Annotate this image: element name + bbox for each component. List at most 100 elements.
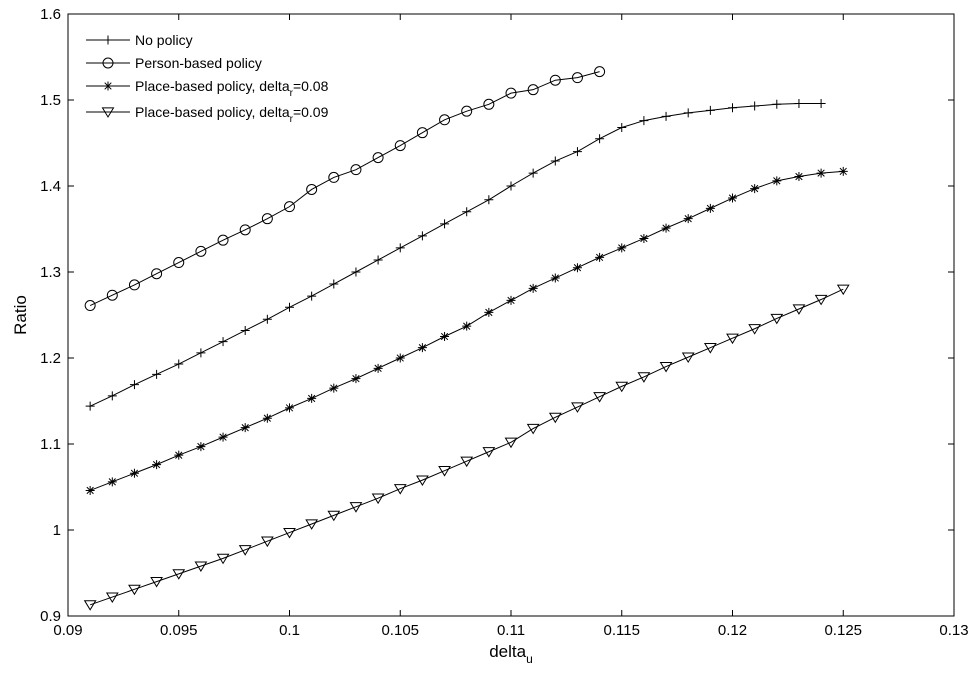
data-point-plus xyxy=(329,279,339,289)
legend: No policy Person-based policy Place-based … xyxy=(86,32,329,125)
data-point-plus xyxy=(440,219,450,229)
data-point-plus xyxy=(772,99,782,109)
series-place-based-policy-delta-r-0-09 xyxy=(83,284,850,611)
data-point-plus xyxy=(816,98,826,108)
plot-area xyxy=(67,13,955,617)
data-point-star xyxy=(262,413,272,423)
data-point-triangle-down xyxy=(615,381,629,393)
data-point-star xyxy=(417,343,427,353)
legend-item: Person-based policy xyxy=(86,55,262,71)
data-point-plus xyxy=(351,267,361,277)
data-point-triangle-down xyxy=(504,437,518,449)
data-point-star xyxy=(794,172,804,182)
data-point-circle xyxy=(306,183,318,195)
data-point-plus xyxy=(617,123,627,133)
data-point-circle xyxy=(106,289,118,301)
data-point-star xyxy=(218,432,228,442)
data-point-circle xyxy=(128,279,140,291)
series-layer xyxy=(83,66,850,611)
y-tick-label: 1.1 xyxy=(40,436,61,453)
x-tick-label: 0.105 xyxy=(381,622,419,639)
data-point-star xyxy=(462,321,472,331)
x-tick-label: 0.095 xyxy=(160,622,198,639)
data-point-circle xyxy=(483,98,495,110)
data-point-circle xyxy=(239,224,251,236)
y-tick-label: 1.3 xyxy=(40,264,61,281)
data-point-triangle-down xyxy=(748,324,762,335)
data-point-star xyxy=(506,295,516,305)
data-point-plus xyxy=(395,243,405,253)
series-line xyxy=(89,102,822,407)
legend-label: No policy xyxy=(135,32,193,48)
y-tick-label: 1.4 xyxy=(40,178,61,195)
data-point-circle xyxy=(261,213,273,225)
data-point-circle xyxy=(439,114,451,126)
data-point-circle xyxy=(461,105,473,117)
data-point-triangle-down xyxy=(681,352,695,364)
series-line xyxy=(89,288,844,606)
data-point-plus xyxy=(595,134,605,144)
data-point-plus xyxy=(528,168,538,178)
data-point-triangle-down xyxy=(128,584,141,596)
data-point-star xyxy=(196,442,206,452)
data-point-plus xyxy=(417,231,427,241)
data-point-plus xyxy=(550,156,560,166)
data-point-plus xyxy=(285,302,294,312)
data-point-star xyxy=(285,403,294,413)
data-point-plus xyxy=(506,181,516,191)
data-point-circle xyxy=(173,257,185,269)
legend-item: No policy xyxy=(86,32,193,48)
legend-marker xyxy=(102,57,114,69)
legend-marker xyxy=(101,107,115,118)
data-point-circle xyxy=(394,140,406,152)
data-point-star xyxy=(816,168,826,178)
data-point-plus xyxy=(107,391,117,401)
x-tick-label: 0.09 xyxy=(53,622,82,639)
data-point-star xyxy=(85,485,95,495)
x-tick-label: 0.115 xyxy=(604,622,640,639)
data-point-star xyxy=(750,184,760,194)
y-tick-label: 1.5 xyxy=(40,92,61,109)
data-point-star xyxy=(129,468,139,478)
data-point-star xyxy=(351,374,361,384)
y-axis: 0.9 1 1.1 1.2 1.3 1.4 1.5 1.6 xyxy=(40,6,954,625)
data-point-star xyxy=(484,307,494,317)
data-point-triangle-down xyxy=(393,484,407,495)
data-point-triangle-down xyxy=(703,343,717,354)
data-point-triangle-down xyxy=(438,466,451,477)
data-point-plus xyxy=(683,108,693,118)
data-point-circle xyxy=(416,127,428,139)
data-point-triangle-down xyxy=(105,592,119,603)
y-axis-label: Ratio xyxy=(11,295,30,335)
series-place-based-policy-delta-r-0-08 xyxy=(85,166,848,495)
data-point-circle xyxy=(350,164,362,176)
legend-label: Place-based policy, deltar=0.08 xyxy=(135,78,329,99)
data-point-plus xyxy=(639,116,649,126)
data-point-circle xyxy=(549,74,561,86)
data-point-circle xyxy=(151,268,163,280)
x-tick-label: 0.12 xyxy=(718,622,747,639)
data-point-plus xyxy=(152,369,162,379)
data-point-triangle-down xyxy=(349,502,363,513)
data-point-star xyxy=(639,233,649,243)
x-axis-label: deltau xyxy=(489,642,533,666)
data-point-triangle-down xyxy=(416,475,429,487)
data-point-circle xyxy=(594,66,606,78)
data-point-star xyxy=(572,263,582,273)
data-point-triangle-down xyxy=(172,569,186,580)
data-point-star xyxy=(838,166,848,176)
data-point-plus xyxy=(129,380,139,390)
data-point-star xyxy=(550,273,560,283)
data-point-plus xyxy=(572,147,582,157)
x-tick-label: 0.1 xyxy=(279,622,300,639)
data-point-star xyxy=(595,252,605,262)
data-point-circle xyxy=(328,171,340,183)
legend-item: Place-based policy, deltar=0.08 xyxy=(86,78,329,99)
data-point-triangle-down xyxy=(526,423,540,435)
series-person-based-policy xyxy=(84,66,606,312)
legend-marker xyxy=(103,35,113,45)
data-point-star xyxy=(661,223,671,233)
data-point-plus xyxy=(262,314,272,324)
data-point-plus xyxy=(240,325,250,335)
